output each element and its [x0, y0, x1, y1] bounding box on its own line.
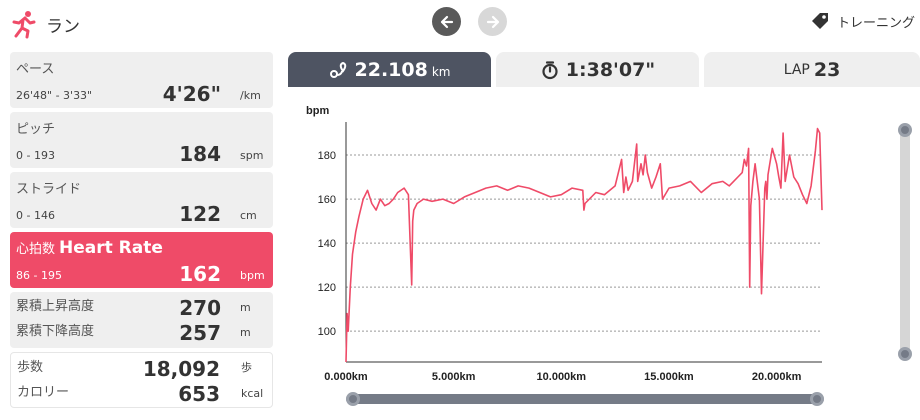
descent-unit: m: [240, 326, 251, 339]
arrow-left-icon: [440, 15, 453, 28]
heart-rate-range: 86 - 195: [16, 269, 62, 282]
x-tick-label: 15.000km: [644, 371, 694, 383]
training-label: トレーニング: [837, 15, 916, 31]
previous-button[interactable]: [432, 7, 461, 36]
distance-value: 22.108: [354, 58, 428, 81]
elevation-card[interactable]: 累積上昇高度 270 m 累積下降高度 257 m: [10, 292, 273, 348]
pace-unit: /km: [240, 89, 261, 102]
x-tick-label: 20.000km: [752, 371, 802, 383]
pitch-card[interactable]: ピッチ 0 - 193 184 spm: [10, 112, 273, 168]
pace-label: ペース: [16, 62, 55, 77]
stride-value: 122: [179, 202, 221, 226]
steps-value: 18,092: [142, 357, 220, 381]
vertical-scroll-track[interactable]: [900, 124, 910, 358]
time-value: 1:38'07": [565, 58, 656, 81]
stride-card[interactable]: ストライド 0 - 146 122 cm: [10, 172, 273, 228]
y-axis-label: bpm: [306, 105, 329, 117]
tab-distance[interactable]: 22.108 km: [288, 52, 491, 87]
lap-prefix: LAP: [783, 61, 810, 78]
horizontal-scroll-handle-left[interactable]: [346, 392, 360, 406]
y-tick-label: 100: [318, 326, 336, 338]
ascent-value: 270: [179, 296, 221, 320]
arrow-right-icon: [486, 15, 499, 28]
calories-row: カロリー 653 kcal: [11, 380, 272, 406]
chart-svg: bpm 100 120 140 160 180 0.000km 5.000km 10.000km…: [306, 105, 823, 383]
pitch-unit: spm: [240, 149, 264, 162]
descent-label: 累積下降高度: [16, 324, 95, 339]
lap-value: 23: [813, 58, 841, 81]
ascent-unit: m: [240, 301, 251, 314]
ascent-label: 累積上昇高度: [16, 299, 95, 314]
x-tick-label: 10.000km: [537, 371, 587, 383]
calories-label: カロリー: [17, 385, 70, 400]
heart-rate-value: 162: [179, 262, 221, 286]
steps-row: 歩数 18,092 歩: [11, 355, 272, 381]
vertical-scroll-handle-bottom[interactable]: [898, 347, 912, 361]
y-tick-label: 140: [318, 238, 336, 250]
heart-rate-series-line: [345, 127, 823, 363]
next-button[interactable]: [478, 7, 507, 36]
heart-rate-label: 心拍数 Heart Rate: [16, 238, 163, 258]
tab-time[interactable]: 1:38'07": [496, 52, 699, 87]
x-tick-label: 5.000km: [432, 371, 476, 383]
stopwatch-icon: [542, 60, 558, 79]
horizontal-scroll-track[interactable]: [346, 394, 824, 404]
tab-lap[interactable]: LAP 23: [704, 52, 920, 87]
descent-row: 累積下降高度 257 m: [10, 319, 273, 345]
runner-icon: [12, 11, 36, 39]
heart-rate-label-en: Heart Rate: [59, 238, 163, 258]
activity-card[interactable]: 歩数 18,092 歩 カロリー 653 kcal: [10, 352, 273, 408]
training-button[interactable]: トレーニング: [808, 9, 915, 33]
y-tick-label: 160: [318, 194, 336, 206]
steps-unit: 歩: [241, 361, 252, 374]
stride-unit: cm: [240, 209, 257, 222]
calories-value: 653: [178, 382, 220, 406]
app-title: ラン: [8, 8, 80, 40]
pitch-value: 184: [179, 142, 221, 166]
pace-range: 26'48" - 3'33": [16, 89, 93, 102]
pitch-range: 0 - 193: [16, 149, 55, 162]
stride-range: 0 - 146: [16, 209, 55, 222]
descent-value: 257: [179, 321, 221, 345]
heart-rate-unit: bpm: [240, 269, 265, 282]
y-tick-label: 180: [318, 150, 336, 162]
x-tick-label: 0.000km: [324, 371, 368, 383]
heart-rate-chart[interactable]: bpm 100 120 140 160 180 0.000km 5.000km 10.000km…: [288, 92, 920, 420]
calories-unit: kcal: [241, 387, 264, 400]
distance-unit: km: [431, 64, 451, 79]
ascent-row: 累積上昇高度 270 m: [10, 294, 273, 320]
tag-icon: [812, 13, 828, 29]
pitch-label: ピッチ: [16, 122, 56, 137]
y-tick-label: 120: [318, 282, 336, 294]
pace-value: 4'26": [162, 82, 221, 106]
page-title: ラン: [46, 16, 80, 37]
pace-card[interactable]: ペース 26'48" - 3'33" 4'26" /km: [10, 52, 273, 108]
vertical-scroll-handle-top[interactable]: [898, 123, 912, 137]
route-icon: [329, 61, 346, 78]
heart-rate-label-jp: 心拍数: [16, 242, 56, 257]
stride-label: ストライド: [16, 182, 82, 197]
horizontal-scroll-handle-right[interactable]: [810, 392, 824, 406]
steps-label: 歩数: [17, 360, 44, 375]
heart-rate-card[interactable]: 心拍数 Heart Rate 86 - 195 162 bpm: [10, 232, 273, 288]
